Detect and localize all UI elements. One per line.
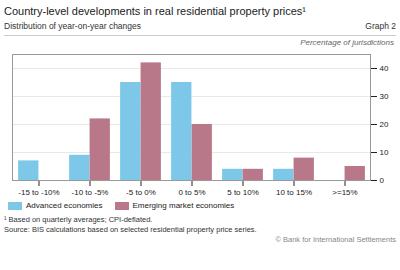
html-text:Emerging market economies: Emerging market economies xyxy=(132,201,235,210)
svg-text:5 to 10%: 5 to 10% xyxy=(227,188,259,197)
html-text:Advanced economies: Advanced economies xyxy=(26,201,103,210)
html-text:Country-level developments in: Country-level developments in real resid… xyxy=(4,5,306,17)
svg-text:20: 20 xyxy=(380,120,389,129)
html-text:Source: BIS calculations based: Source: BIS calculations based on select… xyxy=(4,225,257,234)
html-text:Graph 2: Graph 2 xyxy=(365,21,396,31)
html-text:Percentage of jurisdictions: Percentage of jurisdictions xyxy=(300,38,394,47)
html-text:© Bank for International Settl: © Bank for International Settlements xyxy=(275,235,396,244)
svg-text:-5 to 0%: -5 to 0% xyxy=(126,188,156,197)
svg-text:-10 to -5%: -10 to -5% xyxy=(72,188,109,197)
svg-text:0 to 5%: 0 to 5% xyxy=(178,188,205,197)
html-text:Distribution of year-on-year c: Distribution of year-on-year changes xyxy=(4,21,141,31)
svg-text:10: 10 xyxy=(380,148,389,157)
svg-text:30: 30 xyxy=(380,92,389,101)
svg-text:10 to 15%: 10 to 15% xyxy=(276,188,312,197)
svg-text:>=15%: >=15% xyxy=(332,188,357,197)
html-text:¹ Based on quarterly averages;: ¹ Based on quarterly averages; CPI-defla… xyxy=(4,215,153,224)
svg-text:0: 0 xyxy=(380,176,385,185)
svg-text:-15 to -10%: -15 to -10% xyxy=(18,188,59,197)
svg-text:40: 40 xyxy=(380,64,389,73)
